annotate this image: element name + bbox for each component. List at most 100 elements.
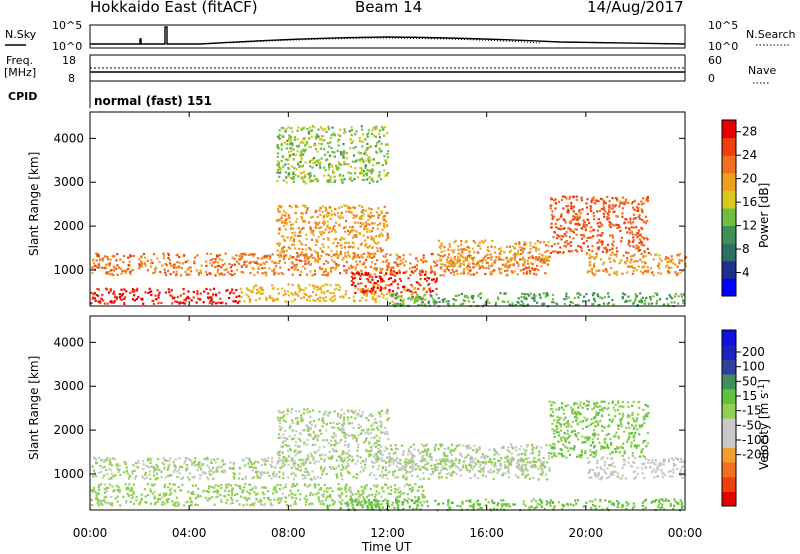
data-cell-power-6 bbox=[359, 158, 362, 161]
data-cell-power-0 bbox=[309, 263, 312, 266]
data-cell-power-7 bbox=[632, 206, 635, 209]
data-cell-power-4 bbox=[468, 250, 471, 253]
data-cell-power-5 bbox=[379, 247, 382, 250]
data-cell-vel-1 bbox=[253, 491, 256, 494]
data-cell-vel-2 bbox=[409, 461, 412, 464]
data-cell-power-0 bbox=[291, 262, 294, 265]
data-cell-power-1 bbox=[115, 296, 118, 299]
data-cell-power-2 bbox=[287, 283, 290, 286]
data-cell-vel-1 bbox=[277, 501, 280, 504]
data-cell-vel-0 bbox=[490, 471, 493, 474]
data-cell-vel-1 bbox=[313, 483, 316, 486]
data-cell-power-7 bbox=[590, 209, 593, 213]
data-cell-power-6 bbox=[316, 150, 319, 153]
data-cell-vel-0 bbox=[111, 457, 115, 460]
data-cell-vel-0 bbox=[133, 469, 136, 472]
data-cell-power-1 bbox=[170, 289, 173, 292]
data-cell-power-5 bbox=[337, 223, 341, 226]
data-cell-power-5 bbox=[321, 243, 324, 246]
data-cell-vel-2 bbox=[518, 460, 521, 463]
data-cell-vel-2 bbox=[535, 465, 538, 468]
data-cell-power-4 bbox=[516, 251, 519, 254]
data-cell-power-7 bbox=[589, 205, 592, 208]
data-cell-vel-1 bbox=[292, 482, 295, 485]
data-cell-power-6 bbox=[317, 161, 320, 164]
data-cell-power-0 bbox=[386, 265, 389, 268]
data-cell-power-0 bbox=[101, 257, 105, 260]
data-cell-power-5 bbox=[375, 211, 378, 214]
data-cell-power-5 bbox=[381, 228, 384, 231]
data-cell-power-0 bbox=[506, 273, 509, 276]
data-cell-power-0 bbox=[287, 268, 290, 271]
data-cell-vel-2 bbox=[436, 468, 439, 471]
data-cell-vel-1 bbox=[380, 495, 383, 498]
data-cell-power-9 bbox=[634, 299, 637, 302]
data-cell-vel-0 bbox=[405, 472, 408, 475]
data-cell-vel-3 bbox=[278, 454, 281, 457]
data-cell-power-0 bbox=[506, 269, 509, 272]
data-cell-vel-0 bbox=[213, 458, 216, 461]
data-cell-power-8 bbox=[676, 265, 679, 268]
data-cell-power-0 bbox=[498, 268, 501, 271]
data-cell-vel-1 bbox=[416, 489, 419, 492]
data-cell-power-6 bbox=[331, 165, 334, 168]
data-cell-power-0 bbox=[517, 263, 520, 266]
data-cell-power-6 bbox=[373, 134, 376, 137]
data-cell-power-4 bbox=[457, 245, 460, 248]
data-cell-power-7 bbox=[608, 217, 611, 220]
data-cell-power-9 bbox=[431, 297, 434, 300]
data-cell-vel-1 bbox=[423, 500, 426, 503]
data-cell-power-7 bbox=[557, 242, 560, 245]
data-cell-power-2 bbox=[249, 298, 252, 301]
data-cell-power-6 bbox=[342, 156, 345, 159]
data-cell-vel-3 bbox=[277, 419, 280, 422]
data-cell-power-5 bbox=[327, 237, 330, 240]
data-cell-vel-1 bbox=[216, 489, 219, 492]
data-cell-vel-0 bbox=[297, 463, 300, 466]
data-cell-vel-0 bbox=[129, 475, 132, 478]
data-cell-power-5 bbox=[353, 234, 356, 237]
data-cell-power-0 bbox=[293, 264, 296, 267]
data-cell-power-9 bbox=[591, 294, 595, 297]
data-cell-vel-0 bbox=[430, 458, 433, 462]
data-cell-power-7 bbox=[554, 207, 557, 210]
data-cell-vel-2 bbox=[451, 460, 454, 463]
data-cell-vel-1 bbox=[367, 502, 370, 505]
data-cell-power-2 bbox=[359, 288, 362, 291]
data-cell-vel-0 bbox=[189, 459, 193, 462]
data-cell-power-6 bbox=[331, 169, 335, 172]
data-cell-power-0 bbox=[505, 262, 508, 265]
data-cell-power-0 bbox=[531, 263, 534, 266]
data-cell-vel-1 bbox=[273, 487, 276, 490]
data-cell-power-5 bbox=[360, 253, 363, 257]
data-cell-power-5 bbox=[376, 227, 379, 230]
data-cell-power-4 bbox=[472, 259, 475, 262]
data-cell-power-2 bbox=[254, 299, 258, 302]
data-cell-power-6 bbox=[337, 144, 340, 147]
data-cell-power-5 bbox=[350, 211, 353, 214]
data-cell-vel-0 bbox=[250, 463, 254, 466]
data-cell-power-6 bbox=[350, 134, 353, 137]
data-cell-power-7 bbox=[551, 215, 554, 218]
data-cell-vel-1 bbox=[244, 497, 247, 500]
data-cell-power-5 bbox=[341, 216, 344, 219]
data-cell-vel-1 bbox=[105, 495, 108, 498]
data-cell-power-6 bbox=[372, 180, 375, 183]
data-cell-vel-2 bbox=[506, 448, 509, 451]
data-cell-power-7 bbox=[622, 196, 625, 199]
data-cell-power-7 bbox=[640, 240, 643, 243]
data-cell-vel-2 bbox=[508, 464, 511, 467]
data-cell-vel-3 bbox=[306, 411, 309, 414]
data-cell-power-7 bbox=[569, 195, 572, 198]
data-cell-power-8 bbox=[681, 269, 684, 272]
data-cell-power-6 bbox=[278, 166, 281, 169]
data-cell-power-7 bbox=[586, 198, 589, 201]
data-cell-vel-1 bbox=[230, 496, 233, 500]
data-cell-power-1 bbox=[155, 298, 158, 301]
data-cell-power-7 bbox=[564, 221, 567, 224]
data-cell-power-4 bbox=[502, 250, 506, 253]
data-cell-vel-1 bbox=[403, 492, 406, 495]
data-cell-power-3 bbox=[385, 272, 388, 275]
data-cell-power-5 bbox=[305, 233, 308, 236]
data-cell-vel-0 bbox=[253, 462, 256, 465]
